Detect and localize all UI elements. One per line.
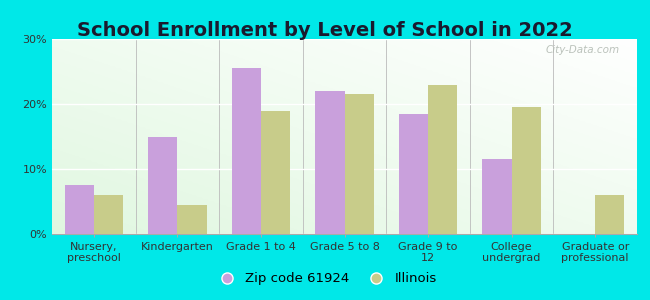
Bar — [94, 195, 123, 234]
Bar — [315, 91, 344, 234]
Bar — [177, 205, 207, 234]
Bar — [512, 107, 541, 234]
Bar — [482, 159, 512, 234]
Text: School Enrollment by Level of School in 2022: School Enrollment by Level of School in … — [77, 21, 573, 40]
Bar — [595, 195, 625, 234]
Bar — [261, 110, 290, 234]
Bar — [344, 94, 374, 234]
Bar — [399, 114, 428, 234]
Bar — [148, 136, 177, 234]
Text: City-Data.com: City-Data.com — [545, 45, 619, 55]
Legend: Zip code 61924, Illinois: Zip code 61924, Illinois — [208, 267, 442, 290]
Bar — [231, 68, 261, 234]
Bar — [64, 185, 94, 234]
Bar — [428, 85, 458, 234]
